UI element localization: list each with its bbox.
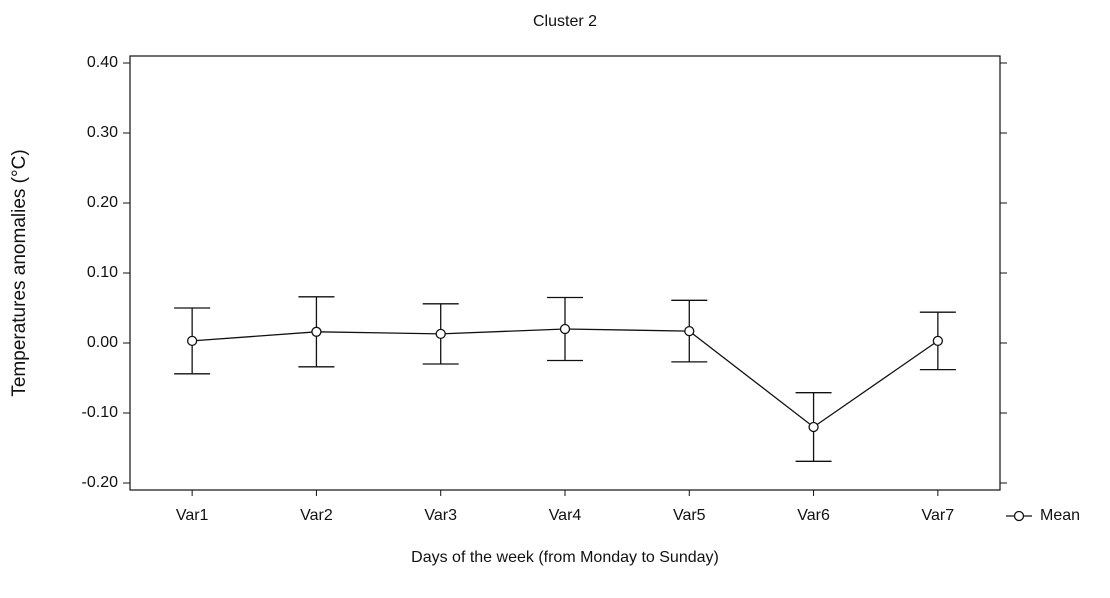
x-tick-label: Var4	[549, 507, 582, 524]
plot-frame	[129, 55, 1001, 491]
point	[932, 335, 944, 347]
point	[311, 326, 322, 337]
x-tick-label: Var1	[176, 507, 209, 524]
point	[435, 328, 446, 340]
point	[186, 335, 198, 347]
x-tick-label: Var2	[300, 507, 333, 524]
x-tick-label: Var5	[673, 507, 706, 524]
y-tick-label: -0.20	[82, 474, 119, 491]
y-tick-label: 0.40	[87, 54, 118, 71]
x-tick-label: Var6	[797, 507, 830, 524]
point	[808, 421, 819, 433]
point	[559, 323, 571, 335]
y-axis-label: Temperatures anomalies (°C)	[9, 149, 30, 396]
chart-title: Cluster 2	[533, 13, 597, 30]
x-tick-label: Var7	[922, 507, 955, 524]
y-tick-label: 0.10	[87, 264, 118, 281]
legend-label: Mean	[1040, 507, 1080, 524]
point	[684, 325, 695, 337]
y-tick-label: 0.30	[87, 124, 118, 141]
y-tick-label: 0.20	[87, 194, 118, 211]
legend-marker	[1013, 510, 1025, 522]
y-tick-label: 0.00	[87, 334, 118, 351]
x-axis-label: Days of the week (from Monday to Sunday)	[411, 549, 719, 566]
y-tick-label: -0.10	[82, 404, 119, 421]
x-tick-label: Var3	[424, 507, 457, 524]
